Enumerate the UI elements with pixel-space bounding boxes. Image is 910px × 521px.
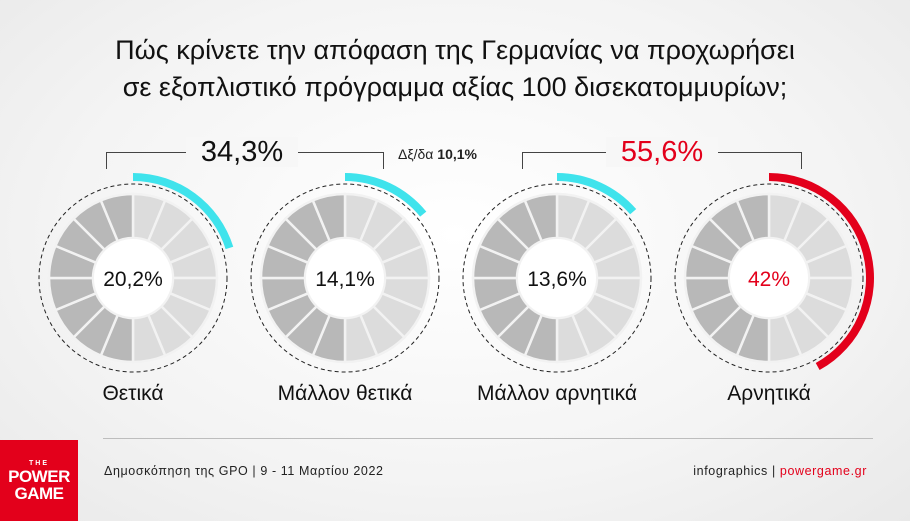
donut-center — [94, 239, 172, 317]
positive-total-label: 34,3% — [186, 137, 298, 167]
logo-the: THE — [29, 460, 49, 467]
value-arc-rather-positive — [345, 173, 427, 217]
logo-power: POWER — [8, 467, 70, 486]
power-game-logo: THE POWER GAME — [0, 440, 78, 521]
donut-dashed-outline — [250, 183, 440, 373]
negative-total-label: 55,6% — [606, 137, 718, 167]
category-label-rather-positive: Μάλλον θετικά — [277, 382, 413, 405]
donut-dashed-outline — [674, 183, 864, 373]
value-label-rather-positive: 14,1% — [315, 268, 375, 291]
footer-credit-prefix: infographics | — [693, 464, 780, 478]
donut-dashed-outline — [38, 183, 228, 373]
donut-rather-negative: 13,6% — [462, 173, 652, 373]
dk-label: Δξ/δα 10,1% — [398, 146, 477, 162]
footer-credit: infographics | powergame.gr — [693, 464, 867, 478]
donut-segment — [311, 192, 347, 243]
value-arc-positive — [133, 173, 234, 250]
donut-center — [730, 239, 808, 317]
footer-source: Δημοσκόπηση της GPO | 9 - 11 Μαρτίου 202… — [104, 464, 384, 478]
donut-segment — [523, 192, 559, 243]
donut-center — [518, 239, 596, 317]
value-arc-rather-negative — [557, 173, 637, 215]
donut-positive: 20,2% — [38, 173, 234, 373]
dk-label-text: Δξ/δα — [398, 146, 434, 162]
value-label-positive: 20,2% — [103, 268, 163, 291]
chart-title-line1: Πώς κρίνετε την απόφαση της Γερμανίας να… — [115, 35, 795, 65]
category-label-positive: Θετικά — [102, 382, 164, 405]
chart-title-line2: σε εξοπλιστικό πρόγραμμα αξίας 100 δισεκ… — [122, 72, 788, 102]
donut-center — [306, 239, 384, 317]
donut-segment — [99, 192, 135, 243]
donut-negative: 42% — [674, 173, 875, 373]
logo-game: GAME — [14, 484, 65, 503]
category-label-negative: Αρνητικά — [727, 382, 811, 405]
footer-site-link[interactable]: powergame.gr — [779, 464, 867, 478]
value-label-rather-negative: 13,6% — [527, 268, 587, 291]
dk-value: 10,1% — [437, 146, 477, 162]
footer-divider — [103, 438, 873, 439]
donut-dashed-outline — [462, 183, 652, 373]
category-label-rather-negative: Μάλλον αρνητικά — [477, 382, 637, 405]
donut-segment — [735, 192, 771, 243]
value-label-negative: 42% — [748, 268, 790, 291]
chart-title: Πώς κρίνετε την απόφαση της Γερμανίας να… — [0, 32, 910, 106]
donut-rather-positive: 14,1% — [250, 173, 440, 373]
